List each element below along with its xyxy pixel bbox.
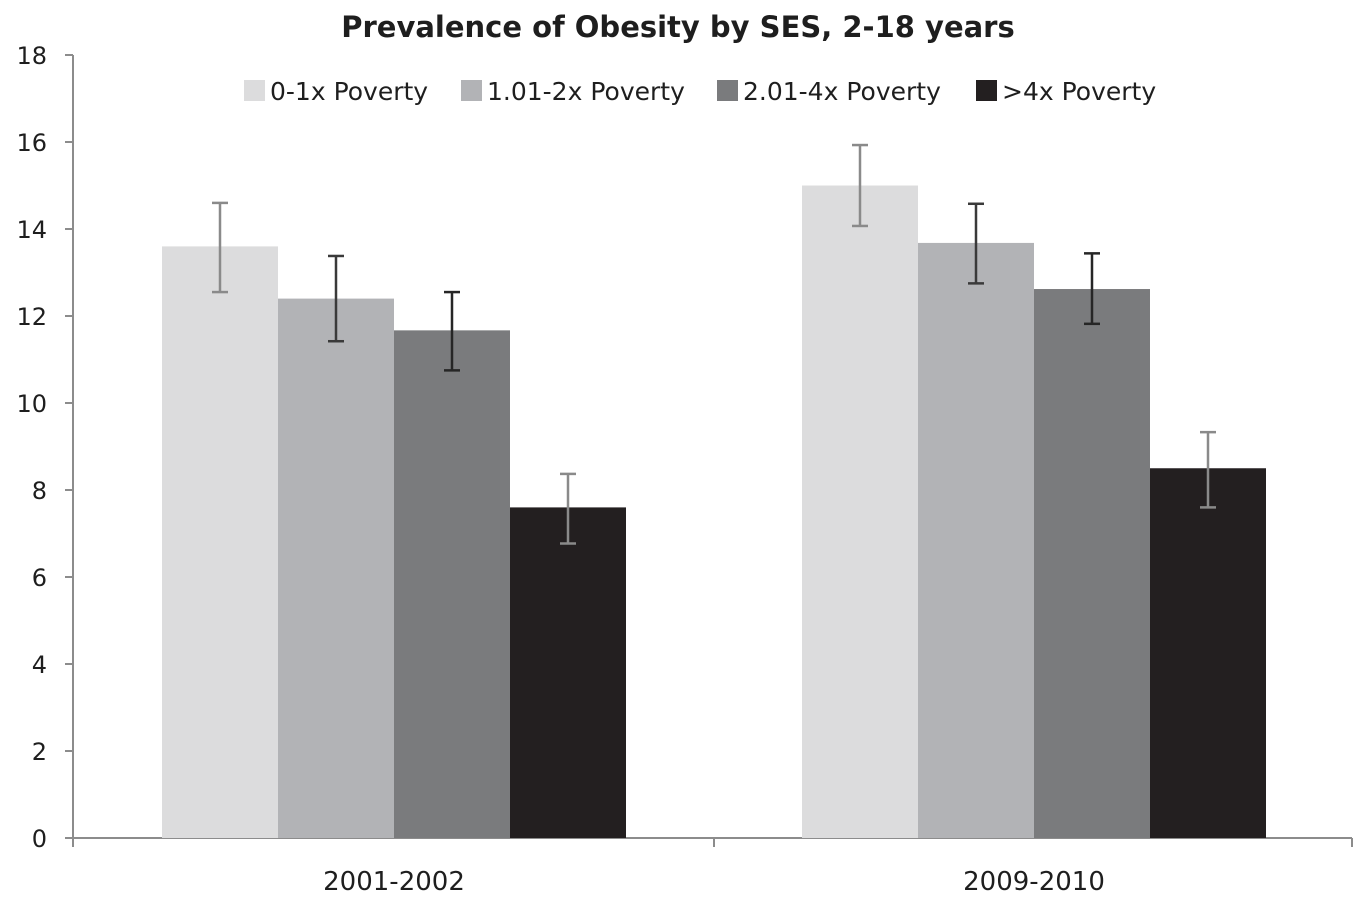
y-tick-label: 6 — [32, 564, 47, 592]
bar — [802, 185, 918, 838]
legend-swatch — [717, 80, 738, 101]
y-tick-label: 8 — [32, 477, 47, 505]
legend-label: 1.01-2x Poverty — [487, 77, 685, 106]
legend-label: >4x Poverty — [1002, 77, 1156, 106]
x-category-label: 2001-2002 — [323, 867, 465, 897]
y-tick-label: 14 — [16, 216, 47, 244]
chart-title: Prevalence of Obesity by SES, 2-18 years — [341, 10, 1015, 44]
legend-swatch — [244, 80, 265, 101]
x-category-label: 2009-2010 — [963, 867, 1105, 897]
error-bars — [212, 143, 1216, 545]
y-tick-label: 10 — [16, 390, 47, 418]
bars — [162, 185, 1266, 839]
bar — [918, 242, 1034, 839]
bar — [1150, 468, 1266, 838]
legend-label: 0-1x Poverty — [270, 77, 428, 106]
legend-swatch — [461, 80, 482, 101]
bar — [394, 330, 510, 838]
y-tick-label: 2 — [32, 738, 47, 766]
y-tick-label: 16 — [16, 129, 47, 157]
bar — [162, 246, 278, 838]
y-axis: 0 2 4 6 8 10 12 14 16 18 — [16, 42, 74, 853]
bar — [1034, 289, 1150, 838]
y-tick-label: 0 — [32, 825, 47, 853]
bar — [510, 507, 626, 838]
y-tick-label: 4 — [32, 651, 47, 679]
y-tick-label: 12 — [16, 303, 47, 331]
x-axis: 2001-2002 2009-2010 — [72, 837, 1353, 897]
legend-label: 2.01-4x Poverty — [743, 77, 941, 106]
legend-swatch — [976, 80, 997, 101]
bar — [278, 298, 394, 839]
legend: 0-1x Poverty 1.01-2x Poverty 2.01-4x Pover… — [244, 77, 1156, 106]
y-tick-label: 18 — [16, 42, 47, 70]
